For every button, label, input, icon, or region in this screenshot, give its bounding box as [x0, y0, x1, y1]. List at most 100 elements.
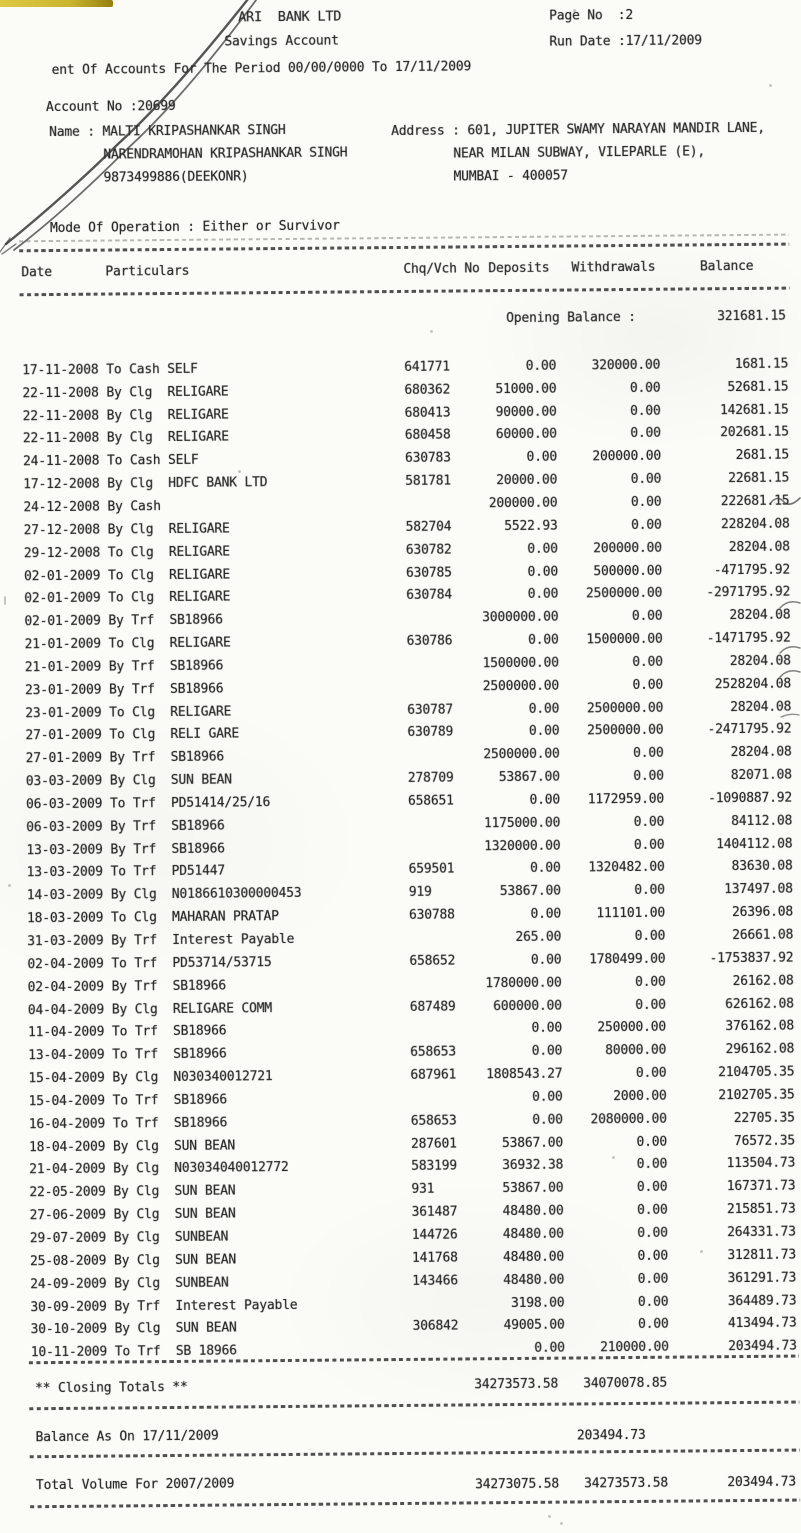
cell-part: By Clg RELIGARE: [106, 384, 229, 401]
cell-part: By Clg SUNBEAN: [114, 1275, 229, 1292]
cell-withdrawals: 111101.00: [596, 905, 666, 922]
cell-part: By Clg SUNBEAN: [113, 1229, 229, 1246]
cell-date: 02-01-2009: [24, 590, 101, 607]
cell-withdrawals: 0.00: [636, 1157, 668, 1173]
cell-withdrawals: 0.00: [630, 494, 662, 510]
cell-balance: 2104705.35: [718, 1064, 795, 1081]
cell-chq: 278709: [407, 770, 454, 787]
cell-chq: [399, 687, 463, 688]
cell-withdrawals: 0.00: [629, 380, 661, 396]
cell-part: To Trf SB18966: [111, 1023, 227, 1040]
cell-chq: 361487: [411, 1204, 458, 1221]
balance-as-on-value: 203494.73: [576, 1427, 646, 1444]
cell-part: By Trf SB18966: [108, 681, 224, 698]
cell-chq: 680362: [404, 382, 451, 398]
cell-date: 29-07-2009: [29, 1230, 107, 1247]
cell-balance: 626162.08: [725, 996, 794, 1012]
cell-part: To Trf PD51414/25/16: [109, 795, 271, 812]
cell-deposits: 1808543.27: [486, 1066, 563, 1083]
cell-withdrawals: 0.00: [632, 677, 664, 693]
cell-part: To Trf PD51447: [110, 864, 226, 881]
cell-chq: 630787: [407, 702, 454, 718]
cell-date: 22-05-2009: [29, 1184, 106, 1201]
cell-withdrawals: 0.00: [637, 1271, 669, 1287]
cell-balance: 413494.73: [727, 1315, 797, 1332]
cell-withdrawals: 1500000.00: [586, 631, 663, 648]
cell-balance: 28204.08: [730, 744, 792, 761]
cell-part: By Clg HDFC BANK LTD: [107, 475, 268, 492]
cell-chq: [400, 847, 464, 848]
cell-part: To Clg RELIGARE: [108, 635, 231, 652]
closing-total-deposits: 34273573.58: [474, 1376, 559, 1393]
cell-date: 10-11-2009: [30, 1344, 108, 1361]
account-phone: 9873499886(DEEKONR): [103, 169, 249, 186]
cell-date: 02-04-2009: [27, 979, 104, 995]
cell-part: By Trf SB18966: [109, 749, 225, 766]
cell-balance: 2528204.08: [714, 676, 792, 692]
cell-deposits: 2500000.00: [482, 678, 560, 695]
cell-date: 27-06-2009: [29, 1207, 106, 1224]
yellow-highlighter-mark: [0, 0, 113, 7]
cell-chq: 919: [408, 885, 432, 901]
cell-date: 21-01-2009: [24, 659, 102, 676]
address-line-2: NEAR MILAN SUBWAY, VILEPARLE (E),: [453, 144, 706, 162]
cell-deposits: 1780000.00: [485, 975, 562, 991]
cell-deposits: 3198.00: [510, 1295, 565, 1311]
cell-balance: 26396.08: [731, 904, 794, 921]
cell-date: 03-03-2009: [25, 773, 103, 790]
cell-part: To Clg RELIGARE: [107, 566, 231, 584]
cell-deposits: 0.00: [528, 724, 560, 740]
cell-deposits: 0.00: [534, 1340, 565, 1357]
cell-deposits: 0.00: [530, 906, 562, 923]
cell-part: By Trf SB18966: [110, 818, 225, 835]
scan-speck: [238, 470, 241, 473]
cell-chq: [402, 1029, 466, 1030]
cell-deposits: 53867.00: [502, 1180, 564, 1197]
cell-chq: 641771: [404, 359, 451, 375]
cell-withdrawals: 200000.00: [592, 449, 662, 465]
cell-date: 27-01-2009: [25, 728, 102, 744]
cell-balance: 2102705.35: [718, 1087, 795, 1104]
cell-chq: [397, 504, 461, 505]
closing-totals-label: ** Closing Totals **: [35, 1379, 188, 1397]
cell-part: By Clg RELIGARE: [106, 429, 229, 446]
cell-date: 13-03-2009: [26, 865, 103, 881]
cell-balance: 222681.15: [720, 493, 790, 510]
account-holder-name-2: NARENDRAMOHAN KRIPASHANKAR SINGH: [103, 145, 348, 163]
cell-deposits: 48480.00: [502, 1226, 564, 1243]
cell-chq: 658652: [409, 953, 456, 969]
cell-part: By Clg RELIGARE: [106, 407, 229, 424]
scan-speck: [769, 84, 772, 87]
separator-line: [29, 1400, 800, 1410]
cell-part: By Clg SUN BEAN: [114, 1320, 237, 1337]
cell-deposits: 1175000.00: [483, 815, 561, 832]
cell-date: 13-04-2009: [28, 1047, 105, 1064]
cell-deposits: 5522.93: [504, 518, 558, 534]
scan-speck: [612, 1156, 615, 1159]
cell-date: 24-09-2009: [30, 1276, 107, 1292]
cell-date: 24-12-2008: [23, 499, 100, 516]
cell-chq: 287601: [410, 1136, 457, 1152]
cell-deposits: 0.00: [531, 1020, 563, 1037]
cell-deposits: 0.00: [527, 541, 558, 557]
cell-balance: 167371.73: [726, 1178, 796, 1195]
cell-balance: 264331.73: [727, 1224, 796, 1241]
cell-balance: 22681.15: [728, 470, 790, 487]
cell-part: By Trf Interest Payable: [114, 1297, 298, 1315]
cell-balance: 228204.08: [720, 516, 790, 533]
cell-part: To Clg RELIGARE: [107, 544, 230, 561]
cell-withdrawals: 0.00: [633, 837, 665, 853]
cell-date: 04-04-2009: [27, 1002, 105, 1018]
cell-withdrawals: 0.00: [632, 654, 663, 670]
cell-part: To Cash SELF: [106, 361, 198, 378]
scan-speck: [560, 1522, 563, 1525]
cell-date: 13-03-2009: [26, 842, 103, 858]
separator-line: [19, 242, 790, 252]
total-volume-balance: 203494.73: [727, 1474, 797, 1491]
separator-line: [19, 286, 790, 296]
cell-withdrawals: 0.00: [638, 1317, 669, 1333]
cell-withdrawals: 0.00: [633, 814, 665, 830]
cell-balance: 84112.08: [731, 813, 793, 829]
cell-balance: 28204.08: [730, 699, 792, 715]
cell-withdrawals: 0.00: [636, 1179, 668, 1196]
